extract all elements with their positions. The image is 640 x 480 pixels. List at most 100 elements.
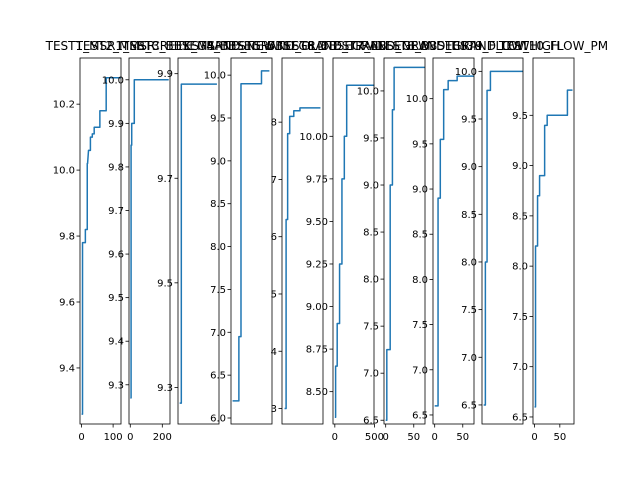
y-tick-label: 8.5 bbox=[512, 211, 528, 222]
series-line-1 bbox=[81, 77, 121, 415]
series-line-8 bbox=[434, 75, 474, 407]
subplot-title: TEST1_MSR1_MSR bbox=[45, 39, 156, 53]
subplot-title: TEST5_BBSEGRAND_TRAIL bbox=[222, 39, 381, 53]
y-tick-label: 9.25 bbox=[306, 259, 328, 270]
y-tick-label: 9.0 bbox=[461, 162, 477, 173]
subplot-10: 6.5 7.0 7.5 8.0 8.5 9.0 9.5 0 50 TEST10_FLOW_PM bbox=[498, 39, 608, 443]
y-tick-label: 9.5 bbox=[210, 114, 226, 125]
y-tick-label: 10.0 bbox=[406, 94, 428, 105]
y-tick-label: 9.7 bbox=[108, 206, 124, 217]
y-tick-label: 9.0 bbox=[412, 185, 428, 196]
y-tick-label: 7.5 bbox=[363, 322, 379, 333]
y-tick-label: 8.0 bbox=[512, 262, 528, 273]
y-tick-label: 10.0 bbox=[53, 166, 75, 177]
axes-frame-7 bbox=[383, 57, 426, 425]
series-line-2 bbox=[130, 79, 169, 399]
x-tick-label: 0 bbox=[531, 432, 537, 443]
y-tick-label: 10.0 bbox=[102, 75, 124, 86]
subplot-title: TEST9_FLOW_HIGH bbox=[444, 39, 560, 53]
y-tick-label: 9.7 bbox=[157, 174, 173, 185]
x-tick-label: 50 bbox=[456, 432, 469, 443]
y-tick-label: 9.5 bbox=[157, 278, 173, 289]
y-tick-label: 9.5 bbox=[108, 293, 124, 304]
y-tick-label: 7.5 bbox=[412, 320, 428, 331]
y-tick-label: 10.0 bbox=[204, 71, 226, 82]
y-tick-label: 7.5 bbox=[210, 285, 226, 296]
subplot-7: 6.5 7.0 7.5 8.0 8.5 9.0 9.5 10.0 0 50 TEST7_BBSEGR… bbox=[326, 39, 482, 443]
y-tick-label: 9.3 bbox=[108, 380, 124, 391]
series-line-4 bbox=[232, 70, 270, 402]
y-tick-label: 9.9 bbox=[108, 119, 124, 130]
axes-frame-8 bbox=[432, 57, 475, 425]
y-tick-label: 9.8 bbox=[108, 162, 124, 173]
y-tick-label: 4 bbox=[271, 347, 277, 358]
series-line-10 bbox=[534, 89, 573, 408]
y-tick-label: 8.5 bbox=[363, 228, 379, 239]
y-tick-label: 8.50 bbox=[306, 387, 328, 398]
y-tick-label: 6.5 bbox=[363, 416, 379, 427]
series-line-3 bbox=[179, 83, 217, 404]
subplot-title: TEST3_BBSEGRAND_NEW bbox=[121, 39, 275, 53]
x-tick-label: 100 bbox=[104, 432, 123, 443]
y-tick-label: 8.5 bbox=[412, 230, 428, 241]
y-tick-label: 7.0 bbox=[412, 365, 428, 376]
y-tick-label: 9.00 bbox=[306, 302, 328, 313]
x-tick-label: 0 bbox=[431, 432, 437, 443]
x-tick-label: 200 bbox=[153, 432, 172, 443]
y-tick-label: 8.0 bbox=[363, 275, 379, 286]
y-tick-label: 7.0 bbox=[363, 369, 379, 380]
x-tick-label: 0 bbox=[127, 432, 133, 443]
series-line-5 bbox=[284, 107, 321, 410]
subplot-2: 9.3 9.4 9.5 9.6 9.7 9.8 9.9 10.0 0 200 TEST2_MSR_C… bbox=[75, 39, 224, 443]
y-tick-label: 7.5 bbox=[512, 312, 528, 323]
series-line-7 bbox=[385, 66, 425, 421]
axes-frame-6 bbox=[332, 57, 375, 425]
x-tick-label: 50 bbox=[553, 432, 566, 443]
y-tick-label: 9.0 bbox=[512, 161, 528, 172]
y-tick-label: 9.6 bbox=[59, 298, 75, 309]
series-line-6 bbox=[334, 84, 375, 418]
y-tick-label: 9.3 bbox=[157, 383, 173, 394]
x-tick-label: 0 bbox=[78, 432, 84, 443]
x-tick-label: 0 bbox=[382, 432, 388, 443]
axes-frame-2 bbox=[128, 57, 171, 425]
subplots-grid: 9.4 9.6 9.8 10.0 10.2 0 100 TEST1_MSR1_MSR 9.3 9.… bbox=[45, 39, 608, 443]
y-tick-label: 8.0 bbox=[461, 257, 477, 268]
y-tick-label: 9.0 bbox=[210, 156, 226, 167]
y-tick-label: 7.0 bbox=[512, 362, 528, 373]
subplot-9: 6.5 7.0 7.5 8.0 8.5 9.0 9.5 10.0 TEST9_FLOW_HIGH bbox=[444, 39, 560, 425]
y-tick-label: 5 bbox=[271, 289, 277, 300]
y-tick-label: 7.0 bbox=[210, 328, 226, 339]
x-tick-label: 500 bbox=[365, 432, 384, 443]
subplot-title: TEST2_MSR_CREEK_MSR bbox=[75, 39, 224, 53]
y-tick-label: 6 bbox=[271, 232, 277, 243]
y-tick-label: 6.5 bbox=[461, 400, 477, 411]
x-tick-label: 50 bbox=[407, 432, 420, 443]
y-tick-label: 9.5 bbox=[512, 111, 528, 122]
y-tick-label: 9.8 bbox=[59, 232, 75, 243]
y-tick-label: 9.6 bbox=[108, 250, 124, 261]
subplot-5: 3 4 5 6 7 8 TEST5_BBSEGRAND_TRAIL bbox=[222, 39, 382, 425]
y-tick-label: 9.75 bbox=[306, 174, 328, 185]
y-tick-label: 10.0 bbox=[455, 67, 477, 78]
y-tick-label: 10.00 bbox=[299, 132, 328, 143]
subplot-4: 6.0 6.5 7.0 7.5 8.0 8.5 9.0 9.5 10.0 TEST4_BBSEGR… bbox=[176, 39, 327, 425]
y-tick-label: 9.0 bbox=[363, 181, 379, 192]
y-tick-label: 8.0 bbox=[210, 242, 226, 253]
y-tick-label: 7.0 bbox=[461, 353, 477, 364]
y-tick-label: 9.50 bbox=[306, 217, 328, 228]
y-tick-label: 9.4 bbox=[59, 363, 75, 374]
axes-frame-1 bbox=[79, 57, 122, 425]
subplot-title: TEST4_BBSEGRAND_OLD bbox=[176, 39, 327, 53]
y-tick-label: 3 bbox=[271, 404, 277, 415]
y-tick-label: 8.5 bbox=[210, 199, 226, 210]
y-tick-label: 10.2 bbox=[53, 100, 75, 111]
y-tick-label: 9.9 bbox=[157, 69, 173, 80]
y-tick-label: 8 bbox=[271, 118, 277, 129]
y-tick-label: 9.5 bbox=[363, 133, 379, 144]
series-line-9 bbox=[483, 70, 523, 406]
y-tick-label: 6.5 bbox=[412, 410, 428, 421]
